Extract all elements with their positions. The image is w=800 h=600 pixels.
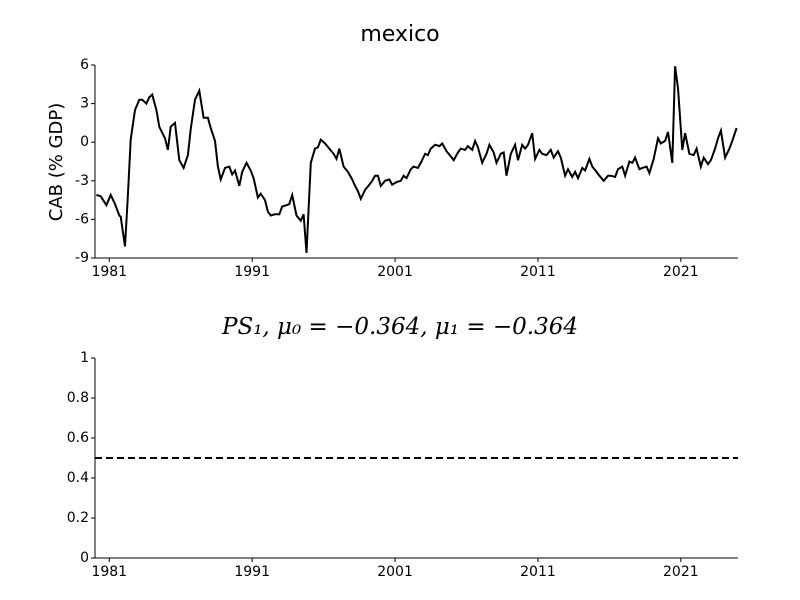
y-tick-label: 0.8 (67, 390, 89, 406)
y-tick-label: 0.4 (67, 470, 89, 486)
chart-title: PS₁, μ₀ = −0.364, μ₁ = −0.364 (221, 314, 578, 340)
y-tick-label: 0.2 (67, 510, 89, 526)
x-tick-label: 2011 (520, 564, 556, 580)
x-tick-label: 2021 (663, 264, 699, 280)
x-tick-label: 2001 (377, 564, 413, 580)
x-tick-label: 2011 (520, 264, 556, 280)
y-tick-label: 1 (80, 350, 89, 366)
y-tick-label: 0 (80, 550, 89, 566)
x-tick-label: 2021 (663, 564, 699, 580)
data-line (96, 66, 738, 253)
y-axis-label: CAB (% GDP) (46, 103, 67, 222)
x-tick-label: 1991 (234, 264, 270, 280)
x-tick-label: 1981 (91, 264, 127, 280)
y-tick-label: 0.6 (67, 430, 89, 446)
y-tick-label: 0 (80, 134, 89, 150)
y-tick-label: -9 (75, 250, 89, 266)
x-tick-label: 1981 (91, 564, 127, 580)
y-tick-label: 6 (80, 57, 89, 73)
chart-title: mexico (360, 22, 439, 47)
y-tick-label: -6 (75, 211, 89, 227)
x-tick-label: 2001 (377, 264, 413, 280)
y-tick-label: -3 (75, 173, 89, 189)
y-tick-label: 3 (80, 96, 89, 112)
x-tick-label: 1991 (234, 564, 270, 580)
